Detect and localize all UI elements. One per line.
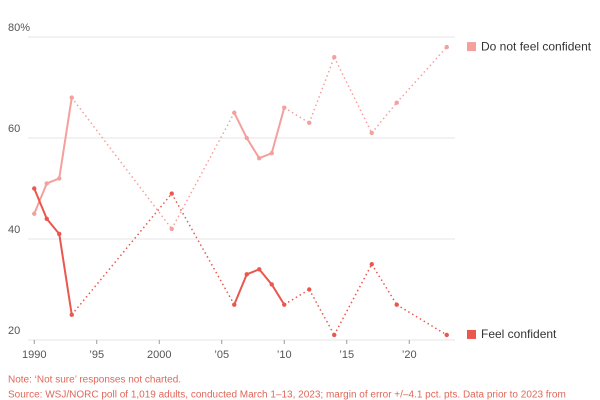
line-segment bbox=[33, 183, 48, 215]
legend-label: Feel confident bbox=[481, 327, 557, 341]
x-tick-label: ’15 bbox=[339, 349, 354, 361]
line-segment bbox=[71, 193, 173, 316]
point bbox=[332, 55, 337, 60]
point bbox=[232, 110, 237, 115]
point bbox=[307, 287, 312, 292]
source: Source: WSJ/NORC poll of 1,019 adults, c… bbox=[8, 390, 566, 400]
line-segment bbox=[396, 304, 448, 336]
line-segment bbox=[333, 263, 373, 336]
point bbox=[244, 272, 249, 277]
point bbox=[57, 231, 62, 237]
line-segment bbox=[283, 288, 310, 306]
point bbox=[394, 302, 399, 307]
line-segment bbox=[258, 152, 273, 160]
x-tick-label: 2000 bbox=[147, 349, 171, 361]
line-segment bbox=[270, 107, 286, 154]
x-tick-label: 1990 bbox=[22, 349, 46, 361]
line-segment bbox=[33, 188, 48, 220]
line-segment bbox=[71, 97, 173, 230]
point bbox=[32, 186, 37, 191]
line-segment bbox=[371, 263, 398, 306]
point bbox=[444, 332, 449, 338]
line-segment bbox=[371, 102, 398, 134]
point bbox=[282, 302, 287, 307]
point bbox=[369, 130, 374, 136]
point bbox=[69, 95, 74, 100]
x-tick-label: ’20 bbox=[402, 349, 417, 361]
line-segment bbox=[333, 56, 373, 134]
point bbox=[57, 176, 62, 181]
point bbox=[332, 332, 337, 338]
point bbox=[232, 302, 237, 307]
point bbox=[269, 282, 274, 287]
note: Note: ‘Not sure’ responses not charted. bbox=[8, 375, 181, 386]
line-segment bbox=[283, 107, 310, 124]
line-segment bbox=[233, 112, 248, 139]
legend-label: Do not feel confident bbox=[481, 39, 592, 53]
point bbox=[269, 150, 274, 156]
point bbox=[444, 44, 449, 50]
point bbox=[307, 120, 312, 126]
y-tick-label: 60 bbox=[8, 123, 20, 135]
line-segment bbox=[58, 233, 73, 315]
point bbox=[169, 226, 174, 232]
point bbox=[44, 181, 49, 186]
x-tick-label: ’10 bbox=[277, 349, 292, 361]
line-segment bbox=[233, 273, 248, 306]
y-tick-label: 80% bbox=[8, 22, 30, 34]
point bbox=[32, 211, 37, 216]
legend-swatch bbox=[467, 329, 476, 339]
point bbox=[169, 191, 174, 196]
x-tick-label: ’05 bbox=[214, 349, 229, 361]
line-segment bbox=[270, 283, 286, 306]
y-tick-label: 40 bbox=[8, 224, 20, 236]
point bbox=[394, 100, 399, 105]
line-segment bbox=[396, 46, 448, 104]
line-segment bbox=[258, 268, 273, 286]
line-segment bbox=[58, 97, 73, 179]
point bbox=[244, 135, 249, 141]
point bbox=[369, 262, 374, 267]
line-segment bbox=[245, 137, 261, 159]
point bbox=[69, 312, 74, 317]
legend-swatch bbox=[467, 42, 476, 52]
line-segment bbox=[171, 193, 235, 306]
y-tick-label: 20 bbox=[8, 325, 20, 337]
line-segment bbox=[46, 177, 60, 185]
line-segment bbox=[308, 289, 335, 336]
line-segment bbox=[45, 218, 61, 235]
line-segment bbox=[246, 268, 260, 276]
point bbox=[282, 105, 287, 110]
point bbox=[257, 267, 262, 272]
line-segment bbox=[308, 56, 335, 124]
point bbox=[257, 156, 262, 161]
line-segment bbox=[171, 112, 235, 230]
x-tick-label: ’95 bbox=[89, 349, 104, 361]
point bbox=[44, 216, 49, 221]
